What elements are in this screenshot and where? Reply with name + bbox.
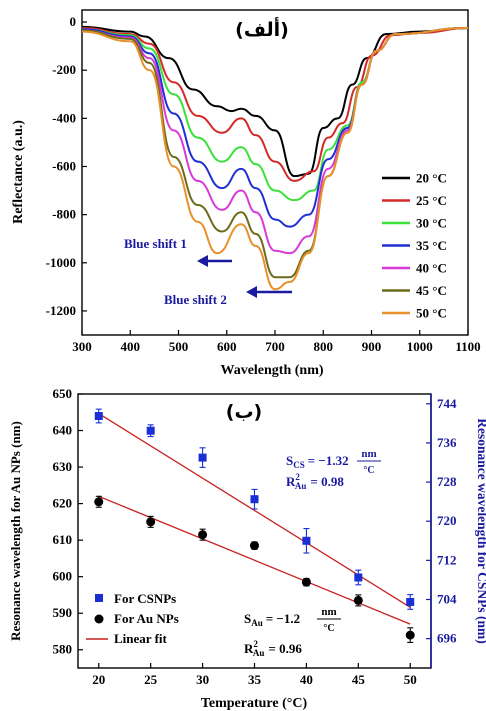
csnp-data-point bbox=[302, 536, 311, 545]
panel-b-x-tick-label: 25 bbox=[144, 672, 158, 687]
blue-shift-2-label: Blue shift 2 bbox=[164, 292, 227, 307]
panel-a-y-tick-label: -200 bbox=[52, 62, 76, 77]
panel-a-x-tick-label: 300 bbox=[72, 339, 92, 354]
panel-b-left-y-axis-label: Resonance wavelength for Au NPs (nm) bbox=[8, 421, 23, 641]
au-np-data-point bbox=[250, 541, 259, 551]
panel-b-x-axis-label: Temperature (°C) bbox=[201, 696, 308, 711]
legend-circle-marker bbox=[94, 614, 104, 624]
panel-b-right-y-tick-label: 728 bbox=[437, 474, 457, 489]
panel-a-y-axis-label: Reflectance (a.u.) bbox=[11, 120, 26, 224]
panel-b-x-tick-label: 35 bbox=[248, 672, 262, 687]
svg-text:°C: °C bbox=[323, 623, 334, 634]
panel-b-legend: For CSNPs For Au NPs Linear fit bbox=[86, 591, 179, 646]
au-np-data-point bbox=[353, 595, 363, 605]
panel-b-left-y-tick-label: 640 bbox=[53, 423, 73, 438]
legend-label: 35 °C bbox=[416, 238, 447, 253]
svg-text:nm: nm bbox=[321, 606, 336, 618]
legend-label: 20 °C bbox=[416, 171, 447, 186]
panel-a-x-tick-label: 1100 bbox=[455, 339, 480, 354]
au-slope-annotation: SAu = −1.2 nm °C bbox=[244, 606, 341, 634]
csnp-data-point bbox=[406, 597, 415, 606]
csnp-data-point bbox=[250, 495, 259, 504]
panel-b-label: (ب) bbox=[226, 401, 262, 423]
csnp-data-point bbox=[94, 412, 103, 421]
panel-b-left-y-tick-label: 600 bbox=[53, 569, 73, 584]
csnp-data-point bbox=[146, 426, 155, 435]
panel-a-y-tick-label: -600 bbox=[52, 158, 76, 173]
legend-label-csnps: For CSNPs bbox=[114, 591, 176, 606]
legend-label: 45 °C bbox=[416, 283, 447, 298]
panel-a-y-tick-label: -1000 bbox=[46, 255, 76, 270]
legend-label-au-nps: For Au NPs bbox=[114, 611, 179, 626]
panel-b-x-tick-label: 40 bbox=[300, 672, 313, 687]
panel-a-x-tick-label: 1000 bbox=[407, 339, 433, 354]
legend-label: 30 °C bbox=[416, 216, 447, 231]
panel-a-reflectance: 300 400 500 600 700 800 900 1000 1100 0 -200 -400 -6… bbox=[11, 9, 481, 378]
au-np-data-point bbox=[146, 517, 156, 527]
blue-shift-1-label: Blue shift 1 bbox=[124, 236, 187, 251]
cs-r2-annotation: R2 Au = 0.98 bbox=[286, 472, 344, 491]
panel-b-left-y-tick-label: 630 bbox=[53, 459, 73, 474]
panel-b-x-tick-label: 45 bbox=[352, 672, 366, 687]
series-line-20c bbox=[81, 25, 469, 178]
csnp-data-point bbox=[354, 573, 363, 582]
panel-b-left-y-tick-label: 650 bbox=[53, 386, 73, 401]
panel-b-x-tick-label: 30 bbox=[196, 672, 209, 687]
blue-shift-1-arrow bbox=[197, 255, 232, 267]
legend-label: 25 °C bbox=[416, 193, 447, 208]
panel-b-right-y-tick-label: 744 bbox=[437, 396, 457, 411]
panel-a-y-tick-label: -1200 bbox=[46, 303, 76, 318]
svg-text:SAu= −1.2: SAu = −1.2 bbox=[244, 611, 300, 628]
legend-label: 50 °C bbox=[416, 306, 447, 321]
svg-text:°C: °C bbox=[363, 465, 374, 476]
au-np-data-point bbox=[405, 630, 415, 640]
panel-a-x-tick-label: 400 bbox=[121, 339, 141, 354]
panel-a-y-tick-label: -400 bbox=[52, 110, 76, 125]
au-np-data-point bbox=[94, 497, 104, 507]
blue-shift-2-arrow bbox=[246, 286, 292, 298]
panel-a-x-tick-label: 900 bbox=[362, 339, 382, 354]
panel-a-y-tick-label: 0 bbox=[70, 14, 77, 29]
linear-fit-line-right bbox=[98, 413, 411, 608]
panel-a-x-tick-label: 800 bbox=[314, 339, 334, 354]
legend-label-linear-fit: Linear fit bbox=[114, 631, 168, 646]
panel-b-left-y-tick-label: 610 bbox=[53, 532, 73, 547]
panel-b-left-y-tick-label: 580 bbox=[53, 642, 73, 657]
au-np-data-point bbox=[301, 577, 311, 587]
panel-b-resonance: 20 25 30 35 40 45 50 580 590 600 610 620 630 640 650 69… bbox=[8, 386, 486, 711]
panel-b-right-y-tick-label: 696 bbox=[437, 631, 457, 646]
au-r2-annotation: R2 Au = 0.96 bbox=[244, 639, 302, 658]
cs-slope-annotation: SCS = −1.32 nm °C bbox=[286, 448, 381, 476]
legend-square-marker bbox=[95, 594, 103, 602]
csnp-data-point bbox=[198, 453, 207, 462]
panel-b-left-y-tick-label: 590 bbox=[53, 605, 73, 620]
panel-a-x-tick-label: 600 bbox=[217, 339, 237, 354]
panel-b-right-y-tick-label: 736 bbox=[437, 435, 457, 450]
panel-a-x-tick-label: 700 bbox=[265, 339, 285, 354]
panel-b-right-y-tick-label: 712 bbox=[437, 552, 457, 567]
panel-b-x-tick-label: 50 bbox=[404, 672, 417, 687]
panel-a-x-tick-label: 500 bbox=[169, 339, 189, 354]
panel-b-left-y-tick-label: 620 bbox=[53, 496, 73, 511]
au-np-data-point bbox=[198, 530, 208, 540]
legend-label: 40 °C bbox=[416, 261, 447, 276]
panel-b-right-y-tick-label: 704 bbox=[437, 592, 457, 607]
panel-a-y-tick-label: -800 bbox=[52, 207, 76, 222]
panel-b-x-tick-label: 20 bbox=[92, 672, 105, 687]
series-line-50c bbox=[81, 27, 469, 291]
panel-a-label: (ألف) bbox=[235, 17, 289, 41]
svg-text:nm: nm bbox=[361, 448, 376, 460]
panel-b-right-y-tick-label: 720 bbox=[437, 513, 457, 528]
svg-text:SCS= −1.32: SCS = −1.32 bbox=[286, 453, 349, 470]
panel-b-right-y-axis-label: Resonance wavelength for CSNPs (nm) bbox=[475, 418, 486, 644]
panel-a-x-axis-label: Wavelength (nm) bbox=[220, 363, 323, 378]
